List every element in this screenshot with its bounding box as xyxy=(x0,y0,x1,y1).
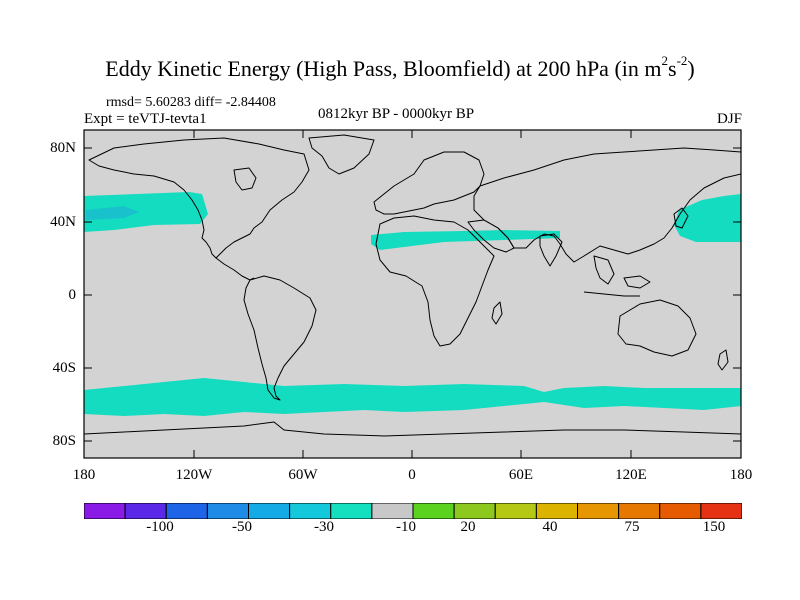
legend-swatch-11 xyxy=(494,503,537,519)
lon-tick-120w: 120W xyxy=(175,467,213,483)
coast-australia xyxy=(617,299,697,357)
anomaly-north-pacific-core xyxy=(86,206,139,220)
coast-north-america xyxy=(88,137,310,259)
coast-europe xyxy=(373,151,485,215)
legend-swatch-16 xyxy=(700,503,742,519)
lon-tick-60w: 60W xyxy=(288,467,318,483)
coast-borneo xyxy=(623,275,651,289)
coastlines xyxy=(84,134,741,437)
lat-tick-40n: 40N xyxy=(50,214,76,230)
legend-label-8: 150 xyxy=(702,519,726,535)
lon-tick-180-left: 180 xyxy=(72,467,96,483)
world-map xyxy=(84,130,741,458)
map-title: Eddy Kinetic Energy (High Pass, Bloomfie… xyxy=(0,52,800,82)
title-unit-s: s xyxy=(668,56,677,81)
legend-label-6: 40 xyxy=(542,519,558,535)
legend-swatch-14 xyxy=(618,503,661,519)
legend-swatch-6 xyxy=(289,503,332,519)
legend-swatch-1 xyxy=(84,503,126,519)
legend-swatch-10 xyxy=(453,503,496,519)
period-label: 0812kyr BP - 0000kyr BP xyxy=(318,106,475,122)
coast-south-america xyxy=(243,275,317,401)
legend-swatch-9 xyxy=(412,503,455,519)
coast-indonesia xyxy=(583,291,640,297)
lat-tick-80n: 80N xyxy=(50,140,76,156)
coast-asia xyxy=(473,147,741,263)
title-sup-2: -2 xyxy=(676,52,688,68)
lon-tick-120e: 120E xyxy=(615,467,647,483)
map-border xyxy=(83,129,742,459)
legend-swatch-12 xyxy=(535,503,579,519)
lon-tick-180-right: 180 xyxy=(729,467,753,483)
anomaly-north-pacific-west xyxy=(674,194,741,242)
season-label: DJF xyxy=(716,111,742,127)
title-suffix: ) xyxy=(687,56,695,81)
legend-label-3: -30 xyxy=(314,519,334,535)
legend-label-1: -100 xyxy=(146,519,174,535)
legend-swatch-8 xyxy=(371,503,414,519)
coast-africa xyxy=(375,215,495,347)
coast-madagascar xyxy=(491,301,503,325)
lat-tick-40s: 40S xyxy=(52,360,76,376)
legend-label-4: -10 xyxy=(396,519,416,535)
experiment-label: Expt = teVTJ-tevta1 xyxy=(84,111,207,127)
lat-tick-0: 0 xyxy=(68,287,77,303)
tick-marks xyxy=(84,130,741,458)
legend-swatch-15 xyxy=(659,503,702,519)
color-legend xyxy=(84,503,742,519)
coast-new-zealand xyxy=(717,349,729,371)
anomaly-north-pacific-east xyxy=(84,192,208,232)
lat-tick-80s: 80S xyxy=(52,433,76,449)
lon-tick-60e: 60E xyxy=(508,467,534,483)
coast-indochina xyxy=(593,255,615,285)
legend-swatch-5 xyxy=(248,503,291,519)
anomaly-southern-ocean xyxy=(84,378,741,416)
anomaly-fields xyxy=(84,192,741,416)
coast-antarctica xyxy=(84,421,741,437)
coast-japan xyxy=(673,207,689,229)
legend-swatch-4 xyxy=(206,503,250,519)
lon-tick-0: 0 xyxy=(408,467,416,483)
legend-swatch-2 xyxy=(124,503,167,519)
coast-greenland xyxy=(308,134,375,175)
coast-india xyxy=(539,233,563,267)
anomaly-subtropical-jet xyxy=(371,230,560,250)
title-sup-1: 2 xyxy=(661,52,669,68)
legend-swatch-7 xyxy=(330,503,373,519)
legend-swatch-3 xyxy=(165,503,208,519)
legend-swatch-13 xyxy=(577,503,620,519)
stats-text: rmsd= 5.60283 diff= -2.84408 xyxy=(106,95,276,110)
title-text: Eddy Kinetic Energy (High Pass, Bloomfie… xyxy=(105,56,662,81)
legend-label-2: -50 xyxy=(232,519,252,535)
coast-hudson-bay xyxy=(233,167,257,191)
legend-label-5: 20 xyxy=(460,519,476,535)
legend-label-7: 75 xyxy=(624,519,640,535)
